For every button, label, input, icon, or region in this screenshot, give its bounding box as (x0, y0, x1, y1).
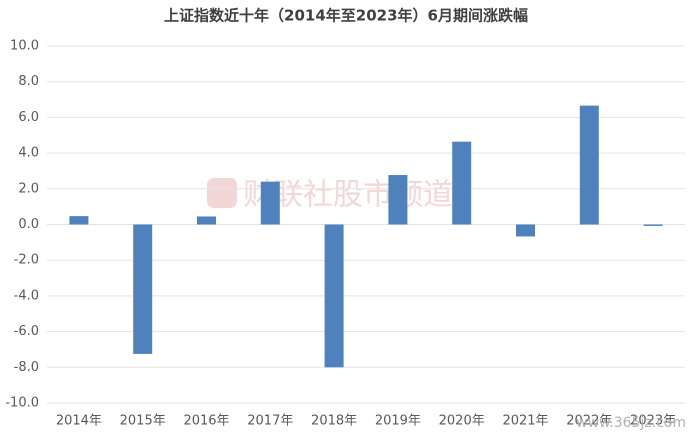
x-tick-label: 2016年 (183, 414, 229, 429)
x-tick-label: 2018年 (311, 414, 357, 429)
bar (133, 224, 153, 354)
bar (388, 175, 408, 225)
y-tick-label: 4.0 (18, 146, 39, 161)
bar (260, 181, 280, 225)
y-tick-label: 2.0 (18, 181, 39, 196)
x-tick-label: 2020年 (439, 414, 485, 429)
x-tick-label: 2023年 (630, 414, 676, 429)
y-tick-label: -8.0 (14, 360, 39, 375)
y-tick-label: -4.0 (14, 288, 39, 303)
y-tick-label: 0.0 (18, 217, 39, 232)
bar (324, 224, 344, 368)
x-tick-label: 2022年 (566, 414, 612, 429)
bar (579, 105, 599, 225)
y-tick-label: 10.0 (10, 39, 39, 54)
bar (452, 141, 472, 225)
source-watermark: www.365jz.com (576, 415, 686, 431)
x-tick-label: 2017年 (247, 414, 293, 429)
y-tick-label: 6.0 (18, 110, 39, 125)
watermark-layer: 财联社股市频道 (207, 178, 453, 213)
y-tick-label: -10.0 (5, 396, 39, 411)
y-tick-label: -6.0 (14, 324, 39, 339)
x-tick-label: 2019年 (375, 414, 421, 429)
bar (516, 224, 535, 237)
bar (197, 216, 216, 225)
y-tick-label: 8.0 (18, 74, 39, 89)
x-tick-label: 2014年 (56, 414, 102, 429)
watermark-logo (207, 178, 237, 208)
y-tick-label: -2.0 (14, 253, 39, 268)
chart-title: 上证指数近十年（2014年至2023年）6月期间涨跌幅 (164, 7, 528, 25)
x-tick-label: 2021年 (502, 414, 548, 429)
x-tick-label: 2015年 (120, 414, 166, 429)
bar (69, 216, 89, 225)
bar (643, 224, 663, 226)
